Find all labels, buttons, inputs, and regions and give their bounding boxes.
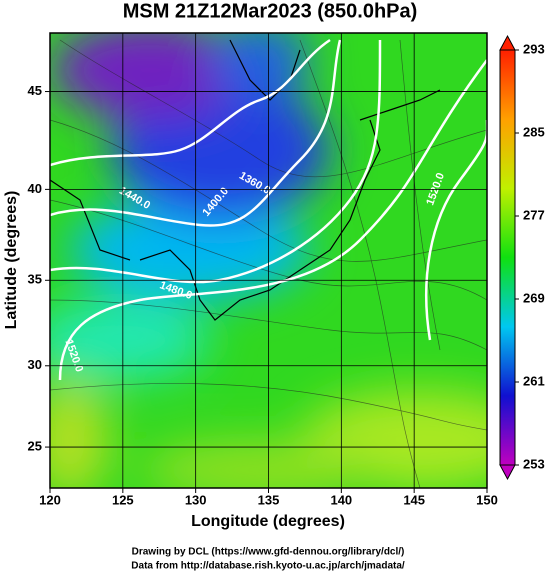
map-frame (49, 32, 488, 489)
y-tick-label: 45 (28, 83, 42, 98)
map-field: 1440.0 1400.0 1360.0 1480.0 1520.0 1520.… (50, 33, 487, 488)
colorbar-tick-label: 269 (523, 290, 545, 305)
colorbar-min (499, 464, 516, 481)
y-tick-label: 35 (28, 272, 42, 287)
y-axis-label: Latitude (degrees) (3, 191, 20, 330)
axes: 120 125 130 135 140 145 150 25 30 35 40 45 253 261 269… (28, 33, 545, 507)
colorbar-tick-label: 253 (523, 456, 545, 471)
x-axis-label: Longitude (degrees) (191, 513, 345, 530)
colorbar-tick-label: 277 (523, 207, 545, 222)
colorbar-tick-label: 293 (523, 41, 545, 56)
footer: Drawing by DCL (https://www.gfd-dennou.o… (132, 547, 405, 558)
coastline (50, 39, 441, 321)
colorbar-tick-label: 261 (523, 373, 545, 388)
x-tick-label: 140 (330, 492, 352, 507)
title: MSM 21Z12Mar2023 (850.0hPa) (123, 0, 418, 22)
y-tick-label: 40 (28, 181, 42, 196)
x-tick-label: 125 (112, 492, 134, 507)
colorbar-max (499, 34, 516, 51)
x-tick-label: 130 (185, 492, 207, 507)
contours (50, 38, 487, 381)
x-tick-label: 145 (403, 492, 425, 507)
x-tick-label: 135 (258, 492, 280, 507)
y-tick-label: 30 (28, 357, 42, 372)
y-tick-label: 25 (28, 439, 42, 454)
x-tick-label: 120 (39, 492, 61, 507)
footer: Data from http://database.rish.kyoto-u.a… (131, 561, 405, 572)
x-tick-label: 150 (476, 492, 498, 507)
colorbar-tick-label: 285 (523, 124, 545, 139)
colorbar (499, 49, 516, 466)
